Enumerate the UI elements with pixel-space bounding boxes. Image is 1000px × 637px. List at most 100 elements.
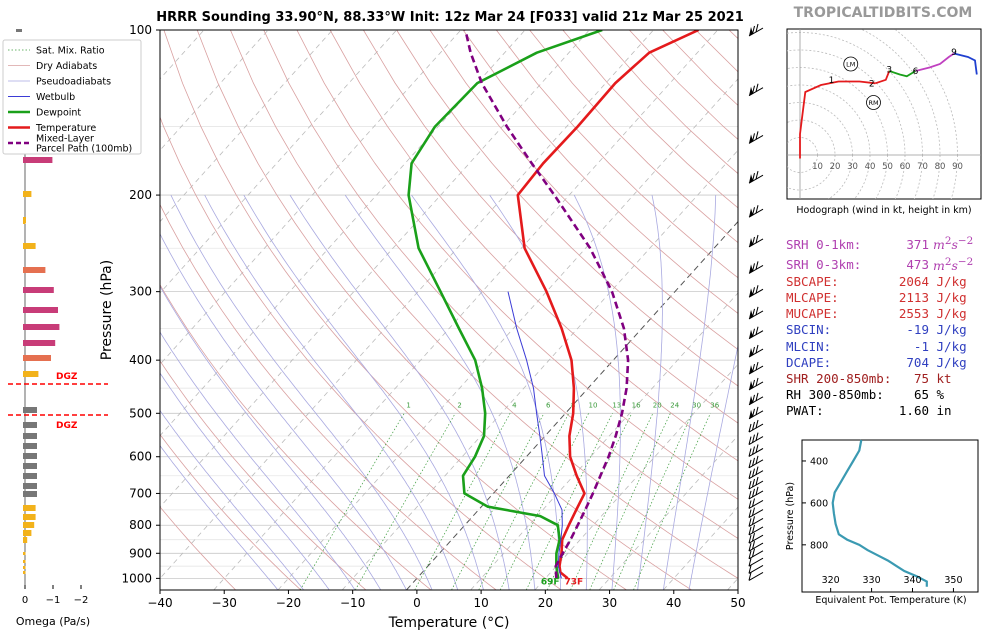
barb-staff [748,550,764,560]
y-tick-label: 1000 [121,571,152,585]
moist-adiabat [637,195,663,590]
dry-adiabat [160,506,236,590]
wind-barb [748,83,764,97]
barb-flag [749,86,753,96]
theta-e-y-tick-label: 600 [810,498,828,509]
wind-barb [748,392,764,406]
barb-feather [752,516,755,525]
barb-flag [749,309,753,319]
hodo-ring-label: 40 [865,162,876,172]
wind-barb [748,507,764,519]
mixing-ratio-line [570,413,654,590]
barb-feather [748,518,752,527]
barb-feather [755,306,759,316]
stat-label: MLCIN: [786,338,892,354]
hodo-ring-label: 90 [952,162,963,172]
hodo-height-label: 2 [869,79,875,89]
barb-feather [755,234,759,244]
barb-feather [755,455,759,464]
skew-t-axes: −40 −30 −20 −10 0 10 20 30 40 50 100 200 300 400 500 60… [121,23,745,610]
stat-unit: J/kg [929,273,967,289]
omega-bar [23,371,39,377]
barb-feather [755,285,759,294]
y-tick-label: 400 [129,353,152,367]
omega-bar [23,483,37,489]
wind-barb [748,540,764,552]
barb-flag [749,264,753,274]
barb-feather [752,548,755,557]
omega-bar [23,191,32,197]
wind-barb [748,205,764,218]
omega-bar [23,514,36,520]
hodo-ring-label: 80 [935,162,946,172]
moist-adiabat [160,233,407,590]
dgz-label: DGZ [56,421,78,431]
hodo-ring-label: 50 [882,162,893,172]
y-tick-label: 800 [129,518,152,532]
omega-xlabel: Omega (Pa/s) [16,615,90,628]
mixing-ratio-line [451,413,545,590]
barb-feather [752,408,755,417]
mixing-ratio-line [546,413,633,590]
hodo-trace [799,80,876,159]
barb-feather [755,361,759,371]
omega-bar [23,407,37,413]
legend-label: Pseudoadiabats [36,77,111,88]
omega-bar [23,537,28,543]
mixing-ratio-label: 4 [512,401,517,409]
stat-row: SBCAPE: 2064 J/kg [786,274,973,290]
stat-row: SRH 0-1km: 371 m2s−2 [786,233,973,253]
wind-barb [748,571,764,581]
theta-e-y-tick-label: 800 [810,540,828,551]
hodograph: 10 20 30 40 50 60 70 80 90 1 2 3 6 9 LM RM [787,29,981,199]
omega-bar [23,571,26,574]
mixing-ratio-label: 30 [692,401,701,409]
storm-motion-marker [843,56,859,72]
storm-motion-marker [866,95,881,110]
barb-flag [749,174,753,184]
x-tick-label: −10 [340,596,365,610]
moist-adiabat [160,285,382,590]
barb-flag [749,208,753,218]
barb-feather [748,480,752,490]
stat-unit: kt [929,370,952,386]
series-mixed-layer [464,30,630,579]
stat-label: SRH 0-1km: [786,237,892,253]
wind-barb [748,23,764,37]
omega-bar [23,566,26,569]
wind-barb [748,326,764,340]
omega-tick-label: −2 [74,595,89,606]
barb-feather [752,173,755,182]
wind-barb [748,261,764,274]
barb-feather [752,363,755,373]
mixing-ratio-label: 10 [589,401,598,409]
barb-flag [749,380,753,390]
omega-bar [23,157,53,163]
dry-adiabat [160,360,367,590]
barb-staff [748,564,764,574]
moist-adiabat [160,331,356,590]
isotherm-line [406,220,738,590]
skew-t-xlabel: Temperature (°C) [388,615,510,631]
barb-feather [748,558,752,567]
barb-feather [755,205,759,214]
omega-bar [23,287,54,293]
barb-feather [752,287,755,296]
barb-flag [749,237,753,247]
omega-bar [23,267,46,273]
barb-feather [752,346,755,356]
barb-feather [748,436,752,445]
y-tick-label: 600 [129,450,152,464]
barb-flag [749,365,753,375]
stat-label: SHR 200-850mb: [786,370,899,386]
theta-e-x-tick-label: 350 [944,575,962,586]
skew-t-ylabel: Pressure (hPa) [99,260,115,360]
x-tick-label: 20 [538,596,553,610]
x-tick-label: 30 [602,596,617,610]
legend-label: Dry Adiabats [36,61,97,72]
wind-barb [748,344,764,358]
barb-feather [748,500,752,509]
barb-feather [752,85,755,94]
series-wetbulb [507,291,563,579]
